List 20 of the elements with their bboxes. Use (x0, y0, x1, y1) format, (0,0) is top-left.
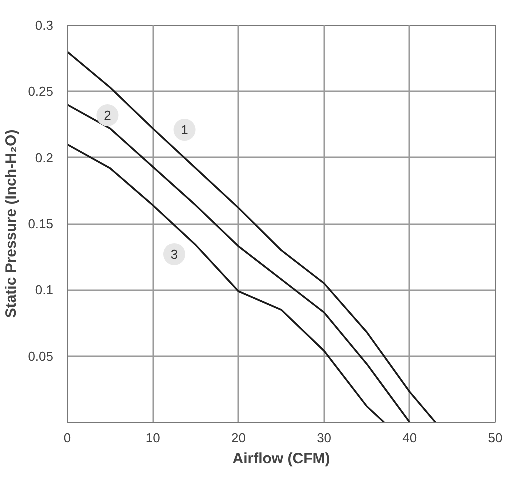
annotation: 3 (170, 246, 178, 262)
y-tick-label: 0.1 (35, 282, 54, 298)
y-tick-label: 0.2 (35, 150, 54, 166)
line-series (68, 51, 436, 422)
y-tick-label: 0.05 (28, 348, 54, 364)
line-series (68, 144, 386, 422)
y-axis-title: Static Pressure (Inch-H₂O) (3, 130, 20, 318)
x-tick-label: 30 (317, 430, 332, 446)
y-tick-label: 0.25 (28, 84, 54, 100)
x-tick-label: 10 (146, 430, 160, 446)
x-tick-label: 50 (488, 430, 503, 446)
x-tick-label: 20 (231, 430, 246, 446)
annotation: 1 (181, 122, 188, 138)
annotation: 2 (104, 108, 112, 123)
x-axis-title: Airflow (CFM) (232, 450, 330, 468)
x-tick-label: 0 (64, 430, 72, 446)
line-series (68, 104, 411, 422)
x-tick-label: 40 (402, 430, 418, 446)
y-tick-label: 0.3 (35, 18, 54, 33)
y-tick-label: 0.15 (28, 216, 54, 232)
